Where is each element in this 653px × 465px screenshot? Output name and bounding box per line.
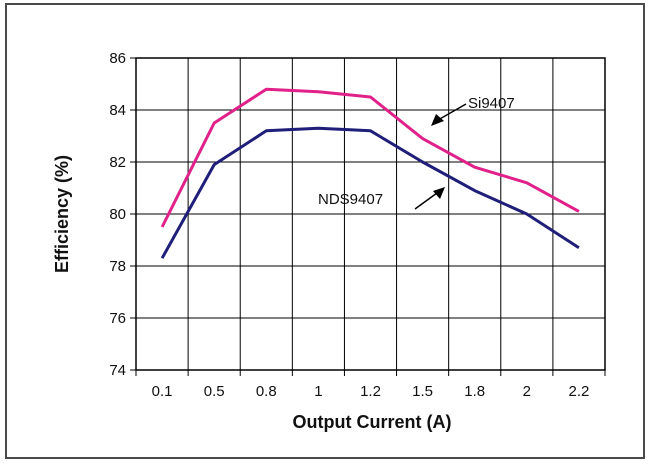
series-line-nds9407 [160,126,580,259]
grid [136,58,605,370]
x-tick-label: 0.5 [204,383,225,400]
y-tick-label: 78 [109,258,126,275]
series-annotations: Si9407 NDS9407 [318,95,515,210]
arrow-line-nds9407 [414,192,438,210]
y-tick-label: 82 [109,154,126,171]
x-tick-labels: 0.1 0.5 0.8 1 1.2 1.5 1.8 2 2.2 [135,370,606,400]
x-tick-label: 2.2 [569,383,590,400]
x-tick-label: 1 [314,383,322,400]
arrowhead-si9407 [431,114,444,126]
x-tick-label: 1.8 [464,383,485,400]
series-label-si9407: Si9407 [468,95,515,112]
x-tick-label: 0.1 [152,383,173,400]
arrowhead-nds9407 [433,187,445,199]
x-tick-label: 1.5 [412,383,433,400]
x-axis-title: Output Current (A) [293,412,452,432]
series-label-nds9407: NDS9407 [318,191,383,208]
y-tick-labels: 74 76 78 80 82 84 86 [109,50,136,379]
x-tick-label: 0.8 [256,383,277,400]
y-tick-label: 76 [109,310,126,327]
series-line-si9407 [160,87,580,228]
x-tick-label: 2 [523,383,531,400]
arrow-line-si9407 [437,103,467,121]
x-tick-label: 1.2 [360,383,381,400]
y-tick-label: 86 [109,50,126,67]
y-tick-label: 74 [109,362,126,379]
y-tick-label: 84 [109,102,126,119]
y-axis-title: Efficiency (%) [52,155,72,273]
y-tick-label: 80 [109,206,126,223]
series-lines [160,87,580,259]
figure-frame [5,3,645,459]
